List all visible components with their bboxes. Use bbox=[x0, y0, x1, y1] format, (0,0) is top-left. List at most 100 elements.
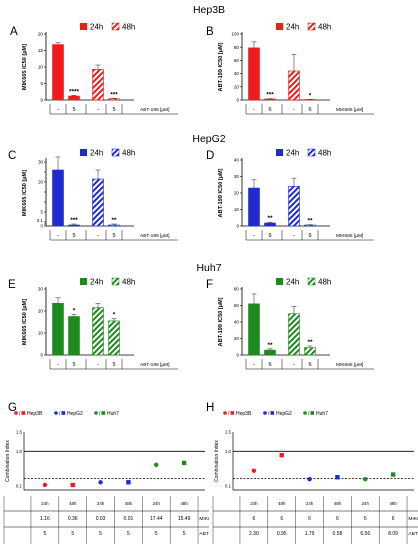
y-tick-label: 1.0 bbox=[16, 449, 23, 454]
y-tick-label: 20 bbox=[234, 336, 240, 341]
y-tick-label: 80 bbox=[234, 287, 240, 292]
legend-marker-48h bbox=[270, 411, 275, 415]
table-cell: 0.01 bbox=[124, 516, 134, 522]
table-cell: 1.16 bbox=[40, 516, 50, 522]
legend-swatch-24h bbox=[80, 278, 87, 285]
legend-label: Hep3B bbox=[27, 411, 43, 417]
legend-marker-48h bbox=[21, 411, 26, 415]
legend-label: Huh7 bbox=[107, 411, 119, 417]
legend-label: Hep3B bbox=[236, 411, 252, 417]
y-axis-label: MIK665 IC50 [µM] bbox=[22, 170, 28, 216]
legend-swatch-24h bbox=[276, 149, 283, 156]
table-cell: 24h bbox=[41, 501, 49, 506]
legend-marker-24h bbox=[223, 411, 227, 415]
y-tick-label: 0 bbox=[41, 224, 44, 229]
table-cell: 17.44 bbox=[150, 516, 163, 522]
y-tick-label: 20 bbox=[234, 84, 240, 89]
bar bbox=[68, 95, 80, 101]
legend-marker-24h bbox=[263, 411, 267, 415]
x-axis-label: ABT-199 [µM] bbox=[140, 233, 169, 239]
y-tick-label: 0.1 bbox=[37, 218, 44, 223]
table-cell: 1.79 bbox=[305, 531, 315, 537]
legend-marker-24h bbox=[54, 411, 58, 415]
significance-label: * bbox=[73, 307, 76, 314]
legend-slash: / bbox=[99, 411, 101, 417]
y-tick-label: 0.1 bbox=[225, 484, 232, 489]
y-tick-label: 20 bbox=[38, 180, 43, 185]
bar bbox=[108, 98, 120, 101]
drug-dose-label: 5 bbox=[112, 362, 115, 368]
chart-g: Combination Index 1.5 1.0 0.1 / Hep3B / HepG2 / H… bbox=[3, 411, 209, 544]
legend-slash: / bbox=[268, 411, 270, 417]
table-cell: 5 bbox=[99, 531, 102, 537]
legend-marker-24h bbox=[94, 411, 98, 415]
legend-swatch-24h bbox=[276, 23, 283, 30]
table-row-label: ABT-199 [µM] bbox=[199, 531, 209, 537]
chart-h: Combination Index 1.5 1.0 0.1 / Hep3B / HepG2 / H… bbox=[212, 411, 418, 544]
x-axis-label: MIK665 [µM] bbox=[336, 233, 363, 239]
drug-dose-label: 6 bbox=[268, 362, 271, 368]
ci-point-48h bbox=[390, 472, 396, 477]
table-cell: 6 bbox=[280, 516, 283, 522]
table-cell: 48h bbox=[334, 501, 342, 506]
legend-swatch-48h bbox=[111, 148, 120, 157]
bar bbox=[264, 222, 276, 227]
significance-label: ** bbox=[267, 215, 273, 222]
legend-marker-48h bbox=[310, 411, 315, 415]
y-tick-label: 0 bbox=[236, 224, 239, 229]
table-row-label: MIK665 [µM] bbox=[199, 516, 209, 522]
chart-d: ABT-199 IC50 [µM] 0 10 20 30 40 ** ** 24h 48h - 6 - 6… bbox=[218, 149, 374, 241]
ci-point-24h bbox=[363, 476, 368, 482]
significance-label: * bbox=[113, 312, 116, 319]
bar bbox=[264, 349, 276, 356]
significance-label: ** bbox=[307, 218, 313, 225]
table-cell: 15.49 bbox=[178, 516, 191, 522]
drug-dose-label: 5 bbox=[72, 107, 75, 113]
ci-point-48h bbox=[335, 475, 340, 480]
significance-label: * bbox=[309, 92, 312, 99]
legend-slash: / bbox=[228, 411, 230, 417]
legend-label-24h: 24h bbox=[90, 23, 103, 32]
legend-marker-48h bbox=[101, 411, 106, 415]
panel-letter-e: E bbox=[8, 279, 16, 291]
bar bbox=[288, 186, 300, 227]
drug-dose-label: - bbox=[57, 107, 59, 113]
ci-point-24h bbox=[42, 482, 48, 488]
legend-slash: / bbox=[19, 411, 21, 417]
panel-letter-a: A bbox=[10, 26, 18, 38]
bar bbox=[108, 320, 120, 356]
ci-point-24h bbox=[98, 480, 103, 485]
panel-letter-c: C bbox=[8, 150, 17, 162]
legend-label-48h: 48h bbox=[122, 23, 135, 32]
table-cell: 6.56 bbox=[360, 531, 370, 537]
table-row-label: ABT-199 [µM] bbox=[408, 531, 418, 537]
legend-marker-24h bbox=[303, 411, 307, 415]
bar bbox=[248, 47, 260, 101]
legend-swatch-48h bbox=[307, 277, 316, 286]
table-cell: 48h bbox=[389, 501, 397, 506]
bar bbox=[288, 70, 300, 101]
y-tick-label: 5 bbox=[41, 210, 44, 215]
table-cell: 6 bbox=[392, 516, 395, 522]
y-tick-label: 60 bbox=[234, 58, 240, 63]
y-tick-label: 10 bbox=[38, 65, 44, 70]
legend-label-24h: 24h bbox=[286, 278, 299, 287]
bar bbox=[92, 69, 104, 101]
drug-dose-label: - bbox=[253, 107, 255, 113]
y-tick-label: 0.1 bbox=[16, 484, 23, 489]
y-tick-label: 20 bbox=[38, 309, 44, 314]
table-cell: 0.03 bbox=[96, 516, 106, 522]
drug-dose-label: 6 bbox=[268, 107, 271, 113]
ci-point-24h bbox=[251, 468, 257, 473]
significance-label: *** bbox=[110, 91, 118, 98]
legend-swatch-48h bbox=[111, 22, 120, 31]
bar bbox=[248, 187, 260, 227]
drug-dose-label: - bbox=[97, 362, 99, 368]
legend-marker-48h bbox=[61, 411, 66, 415]
bar bbox=[68, 316, 80, 356]
y-axis-label: ABT-199 IC50 [µM] bbox=[218, 168, 224, 217]
legend-label-24h: 24h bbox=[286, 149, 299, 158]
legend-label-48h: 48h bbox=[122, 149, 135, 158]
significance-label: **** bbox=[69, 88, 80, 95]
